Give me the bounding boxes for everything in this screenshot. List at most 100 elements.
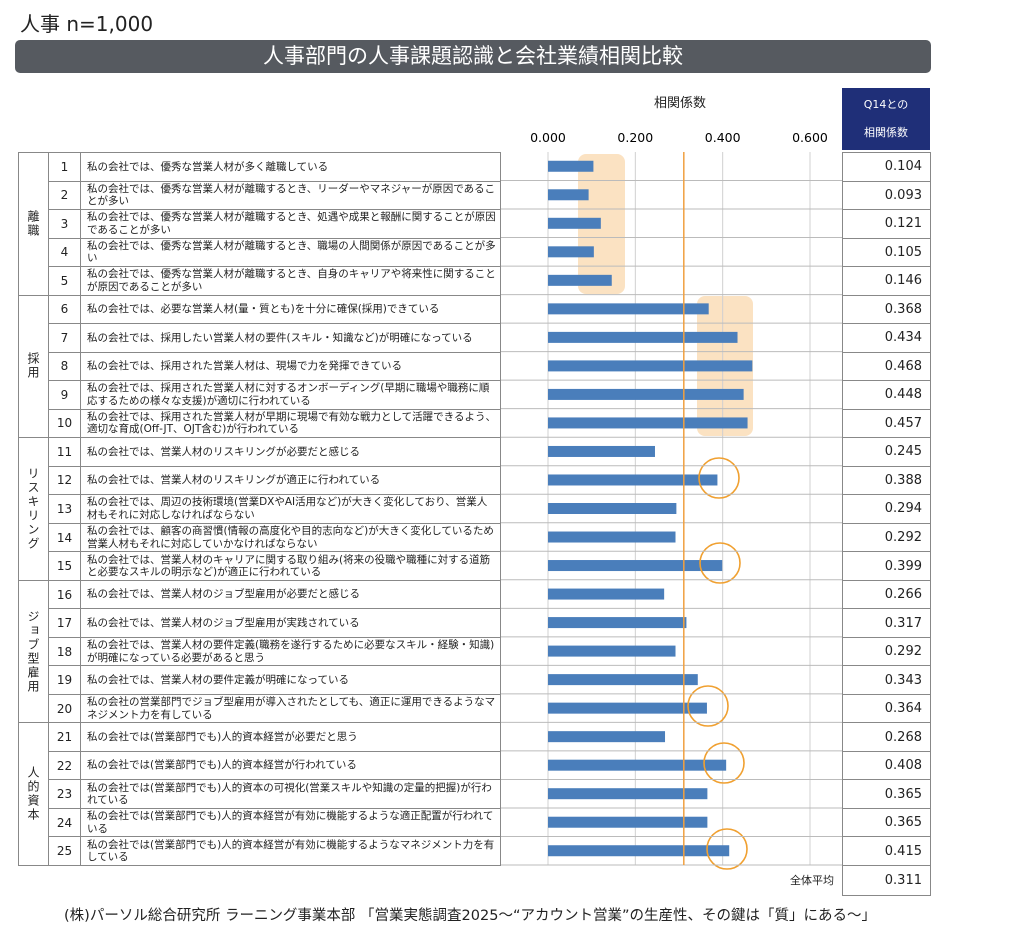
row-text: 私の会社では(営業部門でも)人的資本経営が有効に機能するような適正配置が行われて… <box>80 807 501 838</box>
bar <box>548 674 698 686</box>
row-value: 0.268 <box>842 722 931 752</box>
group-label: リスキリング <box>18 437 49 581</box>
row-number: 15 <box>48 551 81 581</box>
bar <box>548 445 655 457</box>
row-text: 私の会社の営業部門でジョブ型雇用が導入されたとしても、適正に運用できるようなマネ… <box>80 693 501 724</box>
row-number: 10 <box>48 408 81 439</box>
row-text: 私の会社では、周辺の技術環境(営業DXやAI活用など)が大きく変化しており、営業… <box>80 494 501 524</box>
bar <box>548 816 708 828</box>
bar <box>548 531 676 543</box>
row-number: 3 <box>48 209 81 239</box>
bar <box>548 788 708 800</box>
bar <box>548 845 730 857</box>
bar <box>548 388 744 400</box>
row-value: 0.368 <box>842 294 931 325</box>
row-text: 私の会社では、営業人材の要件定義(職務を遂行するために必要なスキル・経験・知識)… <box>80 636 501 667</box>
row-value: 0.434 <box>842 323 931 353</box>
title-banner <box>15 40 931 73</box>
group-label: ジョブ型雇用 <box>18 579 49 724</box>
row-text: 私の会社では、優秀な営業人材が離職するとき、処遇や成果と報酬に関することが原因で… <box>80 209 501 239</box>
row-number: 25 <box>48 836 81 866</box>
bar <box>548 617 687 629</box>
row-text: 私の会社では(営業部門でも)人的資本の可視化(営業スキルや知識の定量的把握)が行… <box>80 779 501 809</box>
average-value: 0.311 <box>842 865 931 896</box>
highlight-circle <box>699 542 741 584</box>
row-number: 5 <box>48 266 81 296</box>
row-text: 私の会社では、採用したい営業人材の要件(スキル・知識など)が明確になっている <box>80 323 501 353</box>
value-header-bg <box>842 88 930 150</box>
row-text: 私の会社では、採用された営業人材は、現場で力を発揮できている <box>80 351 501 382</box>
row-text: 私の会社では、営業人材のリスキリングが適正に行われている <box>80 465 501 496</box>
highlight <box>578 154 625 294</box>
row-number: 4 <box>48 237 81 268</box>
row-value: 0.365 <box>842 779 931 809</box>
row-number: 7 <box>48 323 81 353</box>
row-value: 0.292 <box>842 522 931 553</box>
row-number: 11 <box>48 437 81 467</box>
row-text: 私の会社では、採用された営業人材に対するオンボーディング(早期に職場や職務に順応… <box>80 380 501 410</box>
row-text: 私の会社では(営業部門でも)人的資本経営が行われている <box>80 750 501 781</box>
highlight-circle <box>687 685 729 727</box>
highlight-circle <box>706 828 748 870</box>
row-text: 私の会社では、優秀な営業人材が多く離職している <box>80 152 501 182</box>
bar <box>548 588 665 600</box>
bar <box>548 160 594 172</box>
row-value: 0.468 <box>842 351 931 382</box>
highlight-circle <box>703 742 745 784</box>
row-value: 0.415 <box>842 836 931 866</box>
bar <box>548 360 753 372</box>
row-text: 私の会社では、優秀な営業人材が離職するとき、リーダーやマネジャーが原因であること… <box>80 180 501 211</box>
x-tick-label: 0.000 <box>530 130 566 145</box>
bar <box>548 274 612 286</box>
row-value: 0.292 <box>842 636 931 667</box>
row-value: 0.448 <box>842 380 931 410</box>
row-value: 0.245 <box>842 437 931 467</box>
row-number: 6 <box>48 294 81 325</box>
row-value: 0.364 <box>842 693 931 724</box>
x-tick-label: 0.200 <box>617 130 653 145</box>
bar <box>548 702 707 714</box>
bar <box>548 759 727 771</box>
bar <box>548 417 748 429</box>
row-value: 0.294 <box>842 494 931 524</box>
bar <box>548 474 718 486</box>
row-number: 12 <box>48 465 81 496</box>
bar <box>548 645 676 657</box>
row-value: 0.343 <box>842 665 931 695</box>
row-number: 21 <box>48 722 81 752</box>
value-header: Q14との <box>863 98 909 111</box>
row-number: 22 <box>48 750 81 781</box>
row-number: 9 <box>48 380 81 410</box>
row-value: 0.121 <box>842 209 931 239</box>
bar <box>548 503 677 514</box>
average-label: 全体平均 <box>790 874 834 887</box>
row-number: 18 <box>48 636 81 667</box>
row-number: 1 <box>48 152 81 182</box>
row-value: 0.388 <box>842 465 931 496</box>
row-number: 20 <box>48 693 81 724</box>
bar <box>548 331 738 343</box>
row-number: 17 <box>48 608 81 638</box>
subtitle: 人事 n=1,000 <box>20 12 154 36</box>
row-number: 14 <box>48 522 81 553</box>
row-number: 8 <box>48 351 81 382</box>
highlight-circle <box>698 457 740 499</box>
row-text: 私の会社では、営業人材のキャリアに関する取り組み(将来の役職や職種に対する道筋と… <box>80 551 501 581</box>
group-label: 人的資本 <box>18 722 49 866</box>
row-text: 私の会社では、優秀な営業人材が離職するとき、職場の人間関係が原因であることが多い <box>80 237 501 268</box>
axis-label: 相関係数 <box>653 96 706 111</box>
row-value: 0.365 <box>842 807 931 838</box>
footer: (株)パーソル総合研究所 ラーニング事業本部 「営業実態調査2025～“アカウン… <box>64 908 876 924</box>
bar <box>548 560 723 572</box>
row-text: 私の会社では、優秀な営業人材が離職するとき、自身のキャリアや将来性に関することが… <box>80 266 501 296</box>
bar <box>548 217 601 229</box>
row-text: 私の会社では、必要な営業人材(量・質とも)を十分に確保(採用)できている <box>80 294 501 325</box>
group-label: 採用 <box>18 294 49 439</box>
x-tick-label: 0.600 <box>792 130 828 145</box>
row-value: 0.104 <box>842 152 931 182</box>
row-text: 私の会社では、顧客の商習慣(情報の高度化や目的志向など)が大きく変化しているため… <box>80 522 501 553</box>
row-number: 16 <box>48 579 81 610</box>
row-text: 私の会社では、営業人材の要件定義が明確になっている <box>80 665 501 695</box>
